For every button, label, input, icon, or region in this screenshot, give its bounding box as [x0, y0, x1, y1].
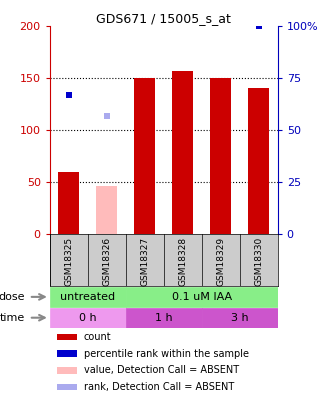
Text: 1 h: 1 h	[155, 313, 172, 323]
Text: 0 h: 0 h	[79, 313, 97, 323]
Text: rank, Detection Call = ABSENT: rank, Detection Call = ABSENT	[84, 382, 234, 392]
Text: count: count	[84, 332, 112, 342]
Bar	[202, 307, 278, 328]
Title: GDS671 / 15005_s_at: GDS671 / 15005_s_at	[96, 12, 231, 25]
Text: GSM18329: GSM18329	[216, 237, 225, 286]
Bar	[126, 307, 202, 328]
Text: untreated: untreated	[60, 292, 115, 302]
Text: GSM18325: GSM18325	[64, 237, 73, 286]
Text: GSM18326: GSM18326	[102, 237, 111, 286]
Text: 0.1 uM IAA: 0.1 uM IAA	[172, 292, 232, 302]
Bar	[50, 307, 126, 328]
Bar	[96, 185, 117, 234]
Bar	[56, 350, 77, 357]
Bar	[126, 287, 278, 307]
Text: GSM18327: GSM18327	[140, 237, 149, 286]
Text: dose: dose	[0, 292, 25, 302]
Bar	[50, 287, 126, 307]
Bar	[210, 78, 231, 234]
Bar	[56, 384, 77, 390]
Text: GSM18328: GSM18328	[178, 237, 187, 286]
Bar	[248, 88, 269, 234]
Bar	[134, 78, 155, 234]
Bar	[58, 172, 79, 234]
Text: percentile rank within the sample: percentile rank within the sample	[84, 349, 249, 358]
Bar	[56, 367, 77, 374]
Text: time: time	[0, 313, 25, 323]
Bar	[172, 71, 193, 234]
Bar	[56, 334, 77, 340]
Text: GSM18330: GSM18330	[254, 237, 263, 286]
Text: 3 h: 3 h	[231, 313, 248, 323]
Text: value, Detection Call = ABSENT: value, Detection Call = ABSENT	[84, 365, 239, 375]
